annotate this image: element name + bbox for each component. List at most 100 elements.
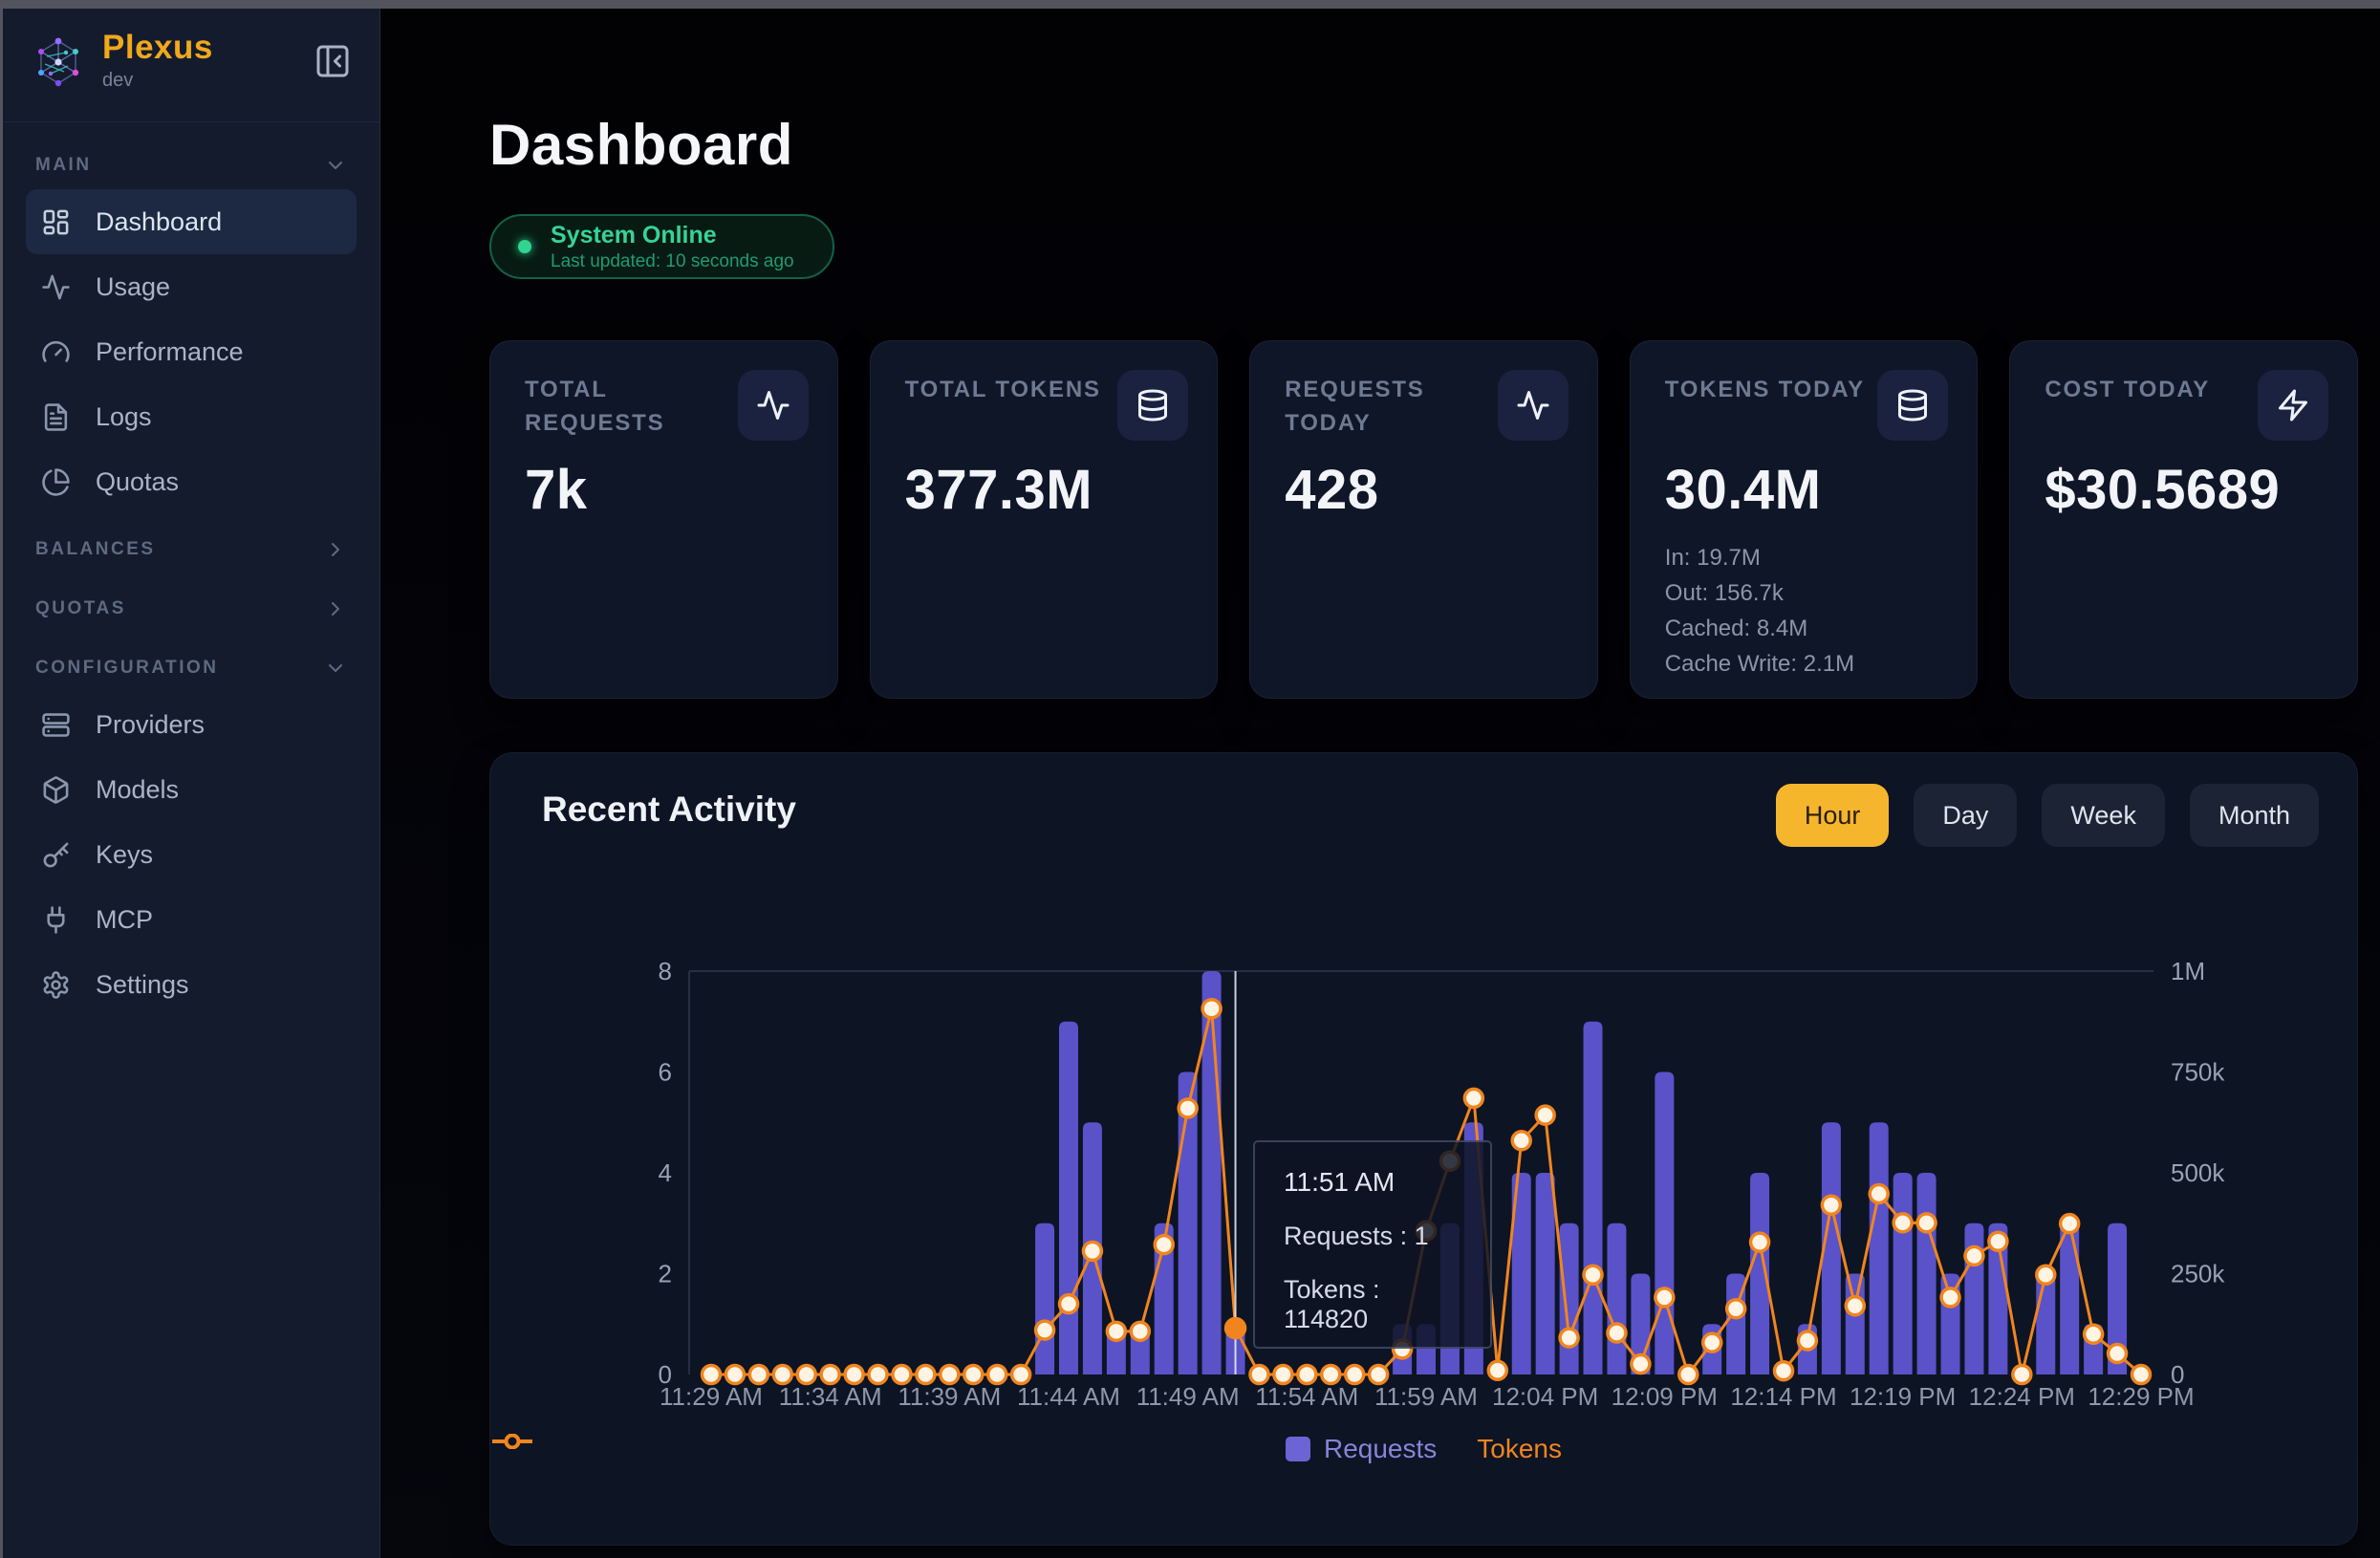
tokens-point[interactable]: [1915, 1212, 1937, 1234]
requests-bar[interactable]: [1178, 1071, 1198, 1375]
sidebar-item-keys[interactable]: Keys: [26, 822, 357, 887]
tokens-point[interactable]: [1939, 1287, 1961, 1309]
sidebar-item-quotas[interactable]: Quotas: [26, 449, 357, 514]
tokens-point[interactable]: [985, 1363, 1008, 1386]
tokens-point[interactable]: [1510, 1129, 1532, 1152]
tokens-point[interactable]: [1081, 1240, 1104, 1263]
requests-bar[interactable]: [1655, 1071, 1675, 1375]
tokens-point[interactable]: [1677, 1363, 1699, 1386]
tokens-point[interactable]: [819, 1363, 841, 1386]
requests-bar[interactable]: [1821, 1122, 1841, 1374]
tokens-point[interactable]: [1248, 1363, 1270, 1386]
stat-card-label: TOTAL TOKENS: [904, 377, 1101, 402]
tokens-point[interactable]: [1892, 1212, 1914, 1234]
tokens-point[interactable]: [1654, 1287, 1676, 1309]
tokens-point[interactable]: [1630, 1352, 1652, 1375]
tokens-point[interactable]: [1201, 997, 1222, 1020]
legend-item-tokens[interactable]: Tokens: [492, 1434, 1562, 1464]
requests-bar[interactable]: [1893, 1173, 1913, 1374]
sidebar-item-usage[interactable]: Usage: [26, 254, 357, 319]
requests-bar[interactable]: [1511, 1173, 1531, 1374]
tokens-point[interactable]: [700, 1363, 723, 1386]
requests-bar[interactable]: [1869, 1122, 1889, 1374]
tokens-point[interactable]: [1033, 1319, 1056, 1341]
sidebar-item-performance[interactable]: Performance: [26, 319, 357, 384]
tokens-point[interactable]: [2106, 1342, 2129, 1365]
tokens-point[interactable]: [1272, 1363, 1294, 1386]
sidebar-item-mcp[interactable]: MCP: [26, 887, 357, 952]
range-button-hour[interactable]: Hour: [1775, 784, 1890, 847]
requests-bar[interactable]: [2036, 1273, 2056, 1375]
tokens-point[interactable]: [1129, 1320, 1152, 1343]
sidebar-collapse-button[interactable]: [311, 39, 355, 83]
tokens-point[interactable]: [795, 1363, 817, 1386]
sidebar-item-models[interactable]: Models: [26, 757, 357, 822]
tokens-point[interactable]: [915, 1363, 937, 1386]
tokens-point[interactable]: [1844, 1295, 1867, 1317]
requests-bar[interactable]: [1916, 1173, 1936, 1374]
requests-bar[interactable]: [1845, 1273, 1865, 1375]
tokens-point[interactable]: [1772, 1359, 1795, 1382]
requests-bar[interactable]: [1535, 1173, 1555, 1374]
tokens-point[interactable]: [1868, 1182, 1890, 1205]
tokens-point[interactable]: [939, 1363, 961, 1386]
tokens-point[interactable]: [1963, 1244, 1985, 1267]
tokens-point[interactable]: [1748, 1231, 1771, 1253]
tokens-point[interactable]: [1486, 1359, 1509, 1382]
tokens-point[interactable]: [1724, 1297, 1747, 1320]
tokens-point[interactable]: [843, 1363, 865, 1386]
tokens-point[interactable]: [1462, 1087, 1485, 1110]
tokens-point[interactable]: [1057, 1292, 1080, 1315]
tokens-point[interactable]: [1343, 1363, 1366, 1386]
tokens-point[interactable]: [2058, 1212, 2081, 1235]
tokens-point[interactable]: [891, 1363, 913, 1386]
nav-section-header-configuration[interactable]: CONFIGURATION: [26, 642, 357, 692]
requests-bar[interactable]: [1059, 1021, 1078, 1374]
sidebar-item-settings[interactable]: Settings: [26, 952, 357, 1017]
tokens-point[interactable]: [2082, 1323, 2105, 1346]
requests-bar[interactable]: [1607, 1223, 1627, 1374]
tokens-point[interactable]: [1177, 1097, 1199, 1119]
sidebar-item-logs[interactable]: Logs: [26, 384, 357, 449]
tokens-point[interactable]: [963, 1363, 984, 1386]
tokens-point[interactable]: [1534, 1104, 1556, 1126]
tokens-point[interactable]: [1987, 1230, 2009, 1252]
tokens-point[interactable]: [1796, 1330, 1819, 1352]
nav-section-header-balances[interactable]: BALANCES: [26, 524, 357, 573]
requests-bar[interactable]: [2108, 1223, 2128, 1374]
tokens-point[interactable]: [1009, 1363, 1032, 1386]
requests-bar[interactable]: [1035, 1223, 1055, 1374]
tokens-point[interactable]: [1367, 1363, 1390, 1386]
nav-section-header-quotas[interactable]: QUOTAS: [26, 583, 357, 633]
tokens-point[interactable]: [1320, 1363, 1342, 1386]
tokens-point[interactable]: [1582, 1264, 1604, 1287]
tokens-point[interactable]: [1153, 1233, 1175, 1256]
tokens-point[interactable]: [1820, 1194, 1843, 1217]
legend-item-requests[interactable]: Requests: [1285, 1434, 1437, 1464]
requests-bar[interactable]: [1583, 1021, 1603, 1374]
tokens-point[interactable]: [1296, 1363, 1318, 1386]
tokens-point[interactable]: [2130, 1363, 2153, 1386]
tokens-point[interactable]: [1105, 1320, 1128, 1343]
requests-bar[interactable]: [2060, 1223, 2080, 1374]
stat-card-label: COST TODAY: [2045, 377, 2211, 402]
nav-section-header-main[interactable]: MAIN: [26, 140, 357, 189]
tokens-point-active[interactable]: [1223, 1316, 1247, 1340]
sidebar-item-dashboard[interactable]: Dashboard: [26, 189, 357, 254]
tokens-point[interactable]: [867, 1363, 889, 1386]
sidebar-item-providers[interactable]: Providers: [26, 692, 357, 757]
range-button-day[interactable]: Day: [1914, 784, 2018, 847]
tokens-point[interactable]: [724, 1363, 746, 1386]
tokens-point[interactable]: [1558, 1327, 1580, 1349]
range-button-week[interactable]: Week: [2042, 784, 2165, 847]
tokens-point[interactable]: [747, 1363, 770, 1386]
tokens-point[interactable]: [1606, 1322, 1628, 1344]
tokens-point[interactable]: [1700, 1331, 1723, 1353]
tokens-point[interactable]: [2011, 1363, 2033, 1386]
range-button-month[interactable]: Month: [2189, 784, 2319, 847]
requests-bar[interactable]: [1559, 1223, 1579, 1374]
tokens-point[interactable]: [2035, 1264, 2057, 1287]
tokens-point[interactable]: [771, 1363, 794, 1386]
requests-bar[interactable]: [1750, 1173, 1770, 1374]
